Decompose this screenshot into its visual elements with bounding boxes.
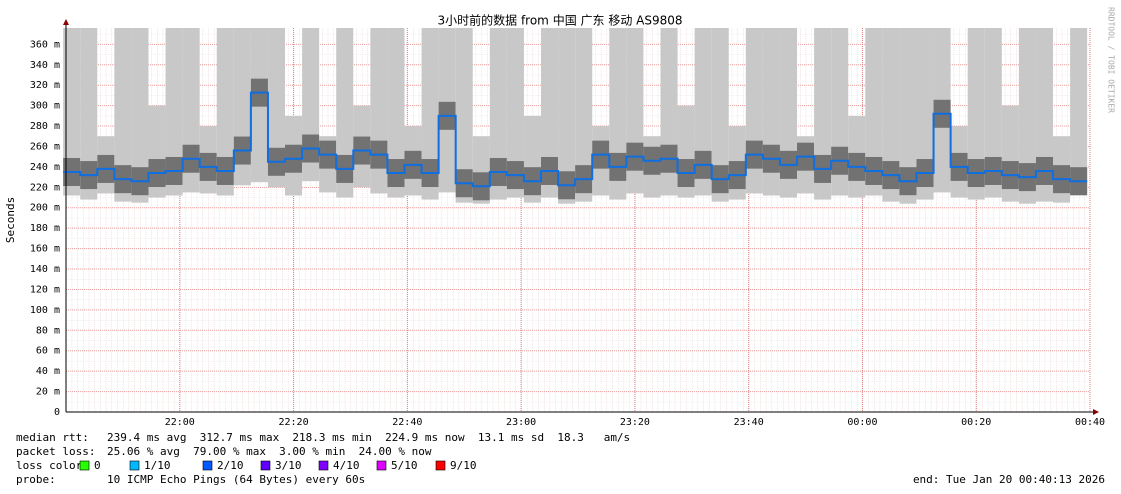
y-tick-label: 220 m [30,182,60,193]
smoke-high [899,28,917,204]
plot [63,28,1091,413]
smoke-high [80,28,98,200]
smoke-high [1018,28,1036,204]
x-tick-label: 00:40 [1075,417,1105,428]
probe: 10 ICMP Echo Pings (64 Bytes) every 60s [107,473,365,486]
smoke-high [267,28,286,188]
end-time: end: Tue Jan 20 00:40:13 2026 [913,473,1105,486]
y-arrow [63,19,69,25]
smoke-high [984,28,1002,198]
smoke-high [387,28,405,198]
loss-label: loss color: [16,459,89,472]
x-tick-label: 23:00 [506,417,536,428]
y-tick-label: 20 m [36,387,60,398]
legend-label: 0 [94,459,101,472]
legend-swatch [318,460,329,471]
smoke-high [421,28,439,200]
x-tick-label: 00:00 [847,417,877,428]
y-tick-label: 200 m [30,203,60,214]
y-tick-label: 160 m [30,244,60,255]
smoke-high [216,28,234,196]
y-tick-label: 280 m [30,121,60,132]
stat-text: 239.4 ms avg 312.7 ms max 218.3 ms min 2… [107,431,630,444]
y-tick-label: 60 m [36,346,60,357]
smoke-high [916,28,934,200]
x-tick-label: 22:40 [392,417,422,428]
smoke-high [455,28,473,203]
legend-swatch [435,460,446,471]
x-tick-label: 22:20 [279,417,309,428]
legend-swatch [260,460,271,471]
legend-swatch [129,460,140,471]
y-tick-label: 80 m [36,325,60,336]
legend-label: 1/10 [144,459,171,472]
y-tick-label: 40 m [36,366,60,377]
stat-label: packet loss: [16,445,95,458]
smoke-high [131,28,149,203]
smoke-high [967,28,985,200]
smoke-high [882,28,900,202]
y-axis-label: Seconds [4,197,17,243]
y-tick-label: 360 m [30,39,60,50]
legend-label: 9/10 [450,459,477,472]
legend-swatch [202,460,213,471]
smoke-high [575,28,593,202]
y-tick-label: 340 m [30,60,60,71]
x-tick-label: 23:40 [734,417,764,428]
chart-title: 3小时前的数据 from 中国 广东 移动 AS9808 [438,13,683,28]
y-tick-label: 140 m [30,264,60,275]
x-tick-label: 23:20 [620,417,650,428]
smoke-high [165,28,183,196]
smoke-high [63,28,81,196]
y-tick-label: 100 m [30,305,60,316]
smoke-high [711,28,729,202]
legend-swatch [376,460,387,471]
stat-label: median rtt: [16,431,89,444]
smoke-high [114,28,132,202]
smoke-high [506,28,524,198]
smoke-high [558,28,576,204]
legend-label: 4/10 [333,459,360,472]
y-tick-label: 180 m [30,223,60,234]
median-line [63,91,1088,188]
x-tick-label: 22:00 [165,417,195,428]
y-tick-label: 260 m [30,141,60,152]
x-tick-label: 00:20 [961,417,991,428]
legend-label: 5/10 [391,459,418,472]
smoke-high [1070,28,1088,196]
legend-label: 2/10 [217,459,244,472]
smoke-high [541,28,559,198]
legend-swatch [79,460,90,471]
smoke-high [865,28,883,196]
y-tick-label: 300 m [30,101,60,112]
probe-label: probe: [16,473,56,486]
y-tick-label: 120 m [30,284,60,295]
y-tick-label: 0 [54,407,60,418]
stat-text: 25.06 % avg 79.00 % max 3.00 % min 24.00… [107,445,432,458]
y-tick-label: 240 m [30,162,60,173]
credit: RRDTOOL / TOBI OETIKER [1107,7,1116,113]
x-arrow [1093,409,1099,415]
y-tick-label: 320 m [30,80,60,91]
legend-label: 3/10 [275,459,302,472]
smoke-high [489,28,507,200]
